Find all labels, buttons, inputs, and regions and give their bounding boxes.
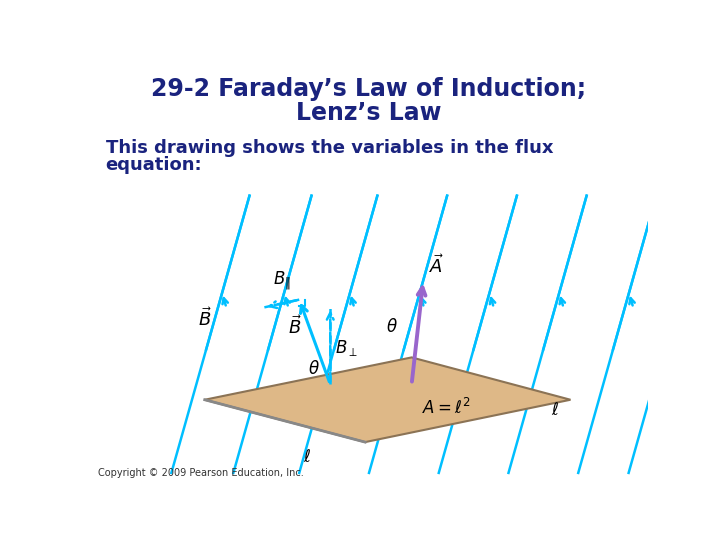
Text: $\theta$: $\theta$ (307, 360, 320, 378)
Text: equation:: equation: (106, 156, 202, 174)
Text: $\ell$: $\ell$ (551, 401, 559, 418)
Text: $\vec{B}$: $\vec{B}$ (288, 315, 302, 338)
Text: $B_{\|}$: $B_{\|}$ (274, 270, 291, 292)
Text: $\vec{B}$: $\vec{B}$ (198, 307, 212, 330)
Text: This drawing shows the variables in the flux: This drawing shows the variables in the … (106, 139, 553, 157)
Text: $B_{\perp}$: $B_{\perp}$ (335, 338, 358, 358)
Text: $\ell$: $\ell$ (303, 449, 311, 467)
Polygon shape (204, 357, 570, 442)
Text: Copyright © 2009 Pearson Education, Inc.: Copyright © 2009 Pearson Education, Inc. (98, 468, 304, 477)
Text: Lenz’s Law: Lenz’s Law (296, 100, 442, 125)
Text: $A = \ell^2$: $A = \ell^2$ (422, 397, 471, 417)
Text: $\theta$: $\theta$ (387, 318, 398, 335)
Text: $\vec{A}$: $\vec{A}$ (429, 254, 444, 276)
Text: 29-2 Faraday’s Law of Induction;: 29-2 Faraday’s Law of Induction; (151, 77, 587, 102)
